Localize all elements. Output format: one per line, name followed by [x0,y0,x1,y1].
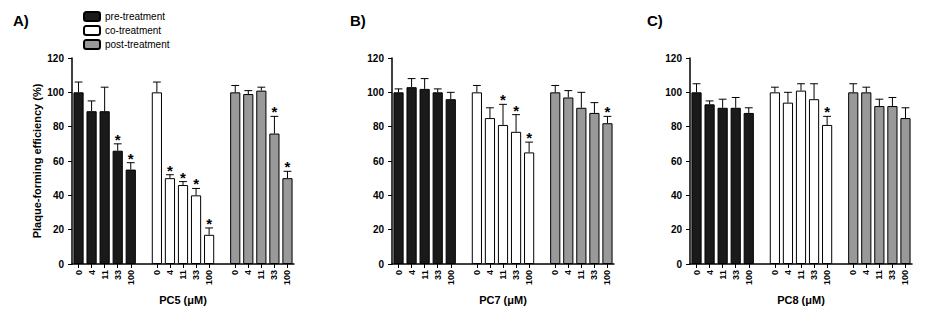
svg-text:11: 11 [718,270,728,280]
svg-text:11: 11 [100,270,110,280]
svg-text:80: 80 [53,121,65,132]
svg-text:4: 4 [563,270,573,275]
svg-text:*: * [128,150,134,167]
svg-text:120: 120 [367,53,384,64]
svg-text:100: 100 [665,87,682,98]
svg-text:0: 0 [676,259,682,270]
svg-text:0: 0 [770,270,780,275]
svg-text:11: 11 [178,270,188,280]
svg-text:co-treatment: co-treatment [105,25,161,36]
svg-text:PC5 (μM): PC5 (μM) [159,294,207,306]
svg-text:11: 11 [256,270,266,280]
svg-text:*: * [285,158,291,175]
svg-text:33: 33 [809,270,819,280]
svg-text:4: 4 [485,270,495,275]
svg-text:11: 11 [498,270,508,280]
svg-text:20: 20 [671,224,683,235]
svg-text:40: 40 [671,190,683,201]
svg-text:*: * [167,162,173,179]
svg-text:33: 33 [511,270,521,280]
svg-text:40: 40 [53,190,65,201]
svg-text:4: 4 [407,270,417,275]
svg-text:0: 0 [152,270,162,275]
svg-text:*: * [206,215,212,232]
svg-text:A): A) [13,12,29,29]
svg-text:*: * [513,102,519,119]
svg-text:0: 0 [58,259,64,270]
svg-text:11: 11 [420,270,430,280]
svg-text:*: * [605,103,611,120]
svg-text:60: 60 [671,156,683,167]
svg-text:*: * [824,103,830,120]
svg-text:*: * [271,103,277,120]
svg-text:4: 4 [87,270,97,275]
svg-text:0: 0 [378,259,384,270]
svg-text:0: 0 [394,270,404,275]
svg-text:Plaque-forming efficiency (%): Plaque-forming efficiency (%) [31,83,43,238]
svg-text:80: 80 [671,121,683,132]
svg-text:120: 120 [47,53,64,64]
svg-text:33: 33 [113,270,123,280]
svg-text:20: 20 [373,224,385,235]
svg-text:0: 0 [472,270,482,275]
svg-text:4: 4 [861,270,871,275]
svg-text:C): C) [647,12,663,29]
svg-text:0: 0 [230,270,240,275]
svg-text:0: 0 [74,270,84,275]
svg-text:60: 60 [53,156,65,167]
svg-text:B): B) [350,12,366,29]
svg-text:4: 4 [783,270,793,275]
svg-text:33: 33 [433,270,443,280]
svg-text:*: * [180,169,186,186]
svg-text:4: 4 [243,270,253,275]
svg-text:100: 100 [282,270,292,285]
svg-text:100: 100 [602,270,612,285]
svg-text:100: 100 [524,270,534,285]
svg-text:100: 100 [446,270,456,285]
svg-text:80: 80 [373,121,385,132]
svg-text:11: 11 [796,270,806,280]
svg-text:0: 0 [692,270,702,275]
svg-text:*: * [500,91,506,108]
svg-text:60: 60 [373,156,385,167]
svg-text:33: 33 [191,270,201,280]
svg-text:*: * [115,131,121,148]
svg-text:4: 4 [165,270,175,275]
svg-text:*: * [526,129,532,146]
svg-text:PC8 (μM): PC8 (μM) [777,294,825,306]
svg-text:100: 100 [47,87,64,98]
svg-text:100: 100 [900,270,910,285]
svg-text:pre-treatment: pre-treatment [105,11,165,22]
svg-text:33: 33 [731,270,741,280]
svg-text:0: 0 [848,270,858,275]
svg-text:11: 11 [874,270,884,280]
svg-text:40: 40 [373,190,385,201]
svg-text:33: 33 [589,270,599,280]
svg-text:4: 4 [705,270,715,275]
svg-text:33: 33 [887,270,897,280]
svg-text:120: 120 [665,53,682,64]
svg-text:*: * [193,175,199,192]
svg-text:33: 33 [269,270,279,280]
svg-text:100: 100 [126,270,136,285]
svg-text:post-treatment: post-treatment [105,39,170,50]
svg-text:100: 100 [204,270,214,285]
svg-text:11: 11 [576,270,586,280]
svg-text:100: 100 [822,270,832,285]
svg-text:100: 100 [367,87,384,98]
svg-text:20: 20 [53,224,65,235]
svg-text:100: 100 [744,270,754,285]
svg-text:0: 0 [550,270,560,275]
svg-text:PC7 (μM): PC7 (μM) [479,294,527,306]
